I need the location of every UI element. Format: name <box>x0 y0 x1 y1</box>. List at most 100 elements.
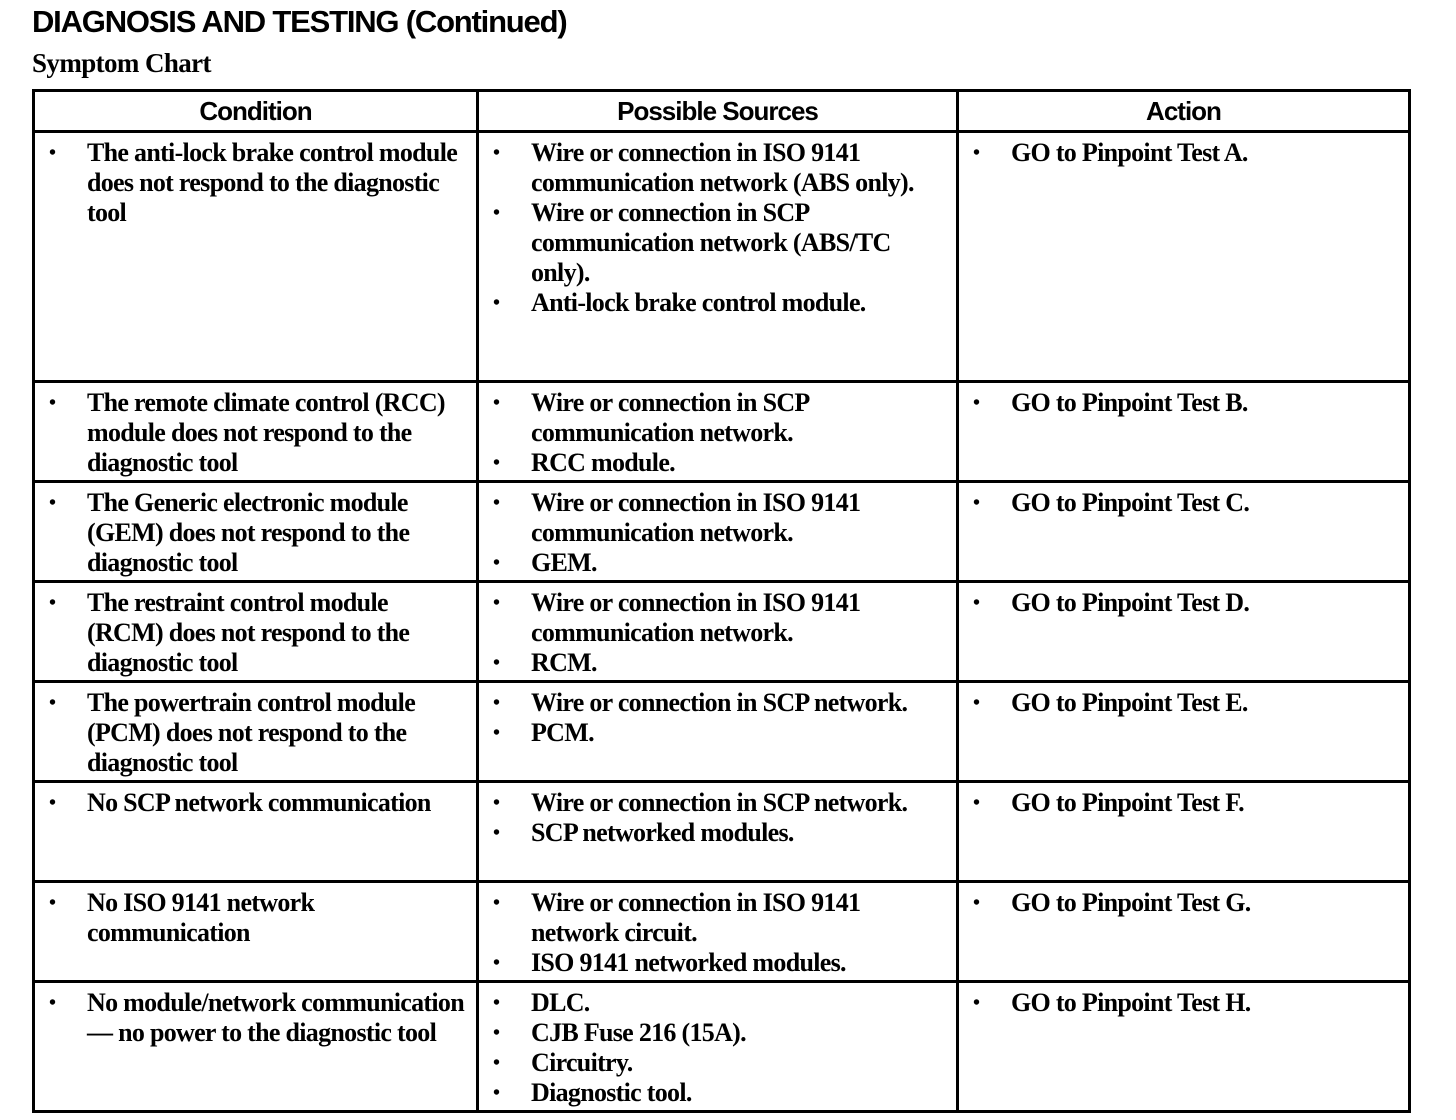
table-row: • The Generic electronic module (GEM) doe… <box>32 480 1411 583</box>
bullet-icon: • <box>973 392 980 414</box>
condition-cell: • The restraint control module (RCM) does… <box>32 580 479 683</box>
item-text: GO to Pinpoint Test G. <box>1011 888 1251 917</box>
bullet-icon: • <box>493 1022 500 1044</box>
possible-sources-cell: • Wire or connection in ISO 9141 communic… <box>476 130 959 383</box>
column-header-possible-sources: Possible Sources <box>476 89 959 133</box>
action-cell: • GO to Pinpoint Test D. <box>956 580 1411 683</box>
table-row: • The restraint control module (RCM) does… <box>32 580 1411 683</box>
list-item: • GO to Pinpoint Test A. <box>959 138 1400 168</box>
page-title: DIAGNOSIS AND TESTING (Continued) <box>32 4 568 39</box>
list-item: • Circuitry. <box>479 1048 948 1078</box>
table-row: • The anti-lock brake control module does… <box>32 130 1411 383</box>
possible-sources-cell: • Wire or connection in SCP communication… <box>476 380 959 483</box>
bullet-icon: • <box>49 692 56 714</box>
bullet-icon: • <box>49 392 56 414</box>
list-item: • Wire or connection in SCP communication… <box>479 388 948 448</box>
item-text: GEM. <box>531 548 598 577</box>
bullet-icon: • <box>493 202 500 224</box>
bullet-icon: • <box>49 892 56 914</box>
item-text: Wire or connection in ISO 9141 communica… <box>531 588 861 647</box>
action-cell: • GO to Pinpoint Test C. <box>956 480 1411 583</box>
list-item: • GO to Pinpoint Test E. <box>959 688 1400 718</box>
list-item: • Wire or connection in ISO 9141 communic… <box>479 588 948 648</box>
possible-sources-cell: • Wire or connection in SCP network. • SCP … <box>476 780 959 883</box>
list-item: • Wire or connection in ISO 9141 communic… <box>479 488 948 548</box>
possible-sources-cell: • Wire or connection in SCP network. • PCM. <box>476 680 959 783</box>
bullet-icon: • <box>493 822 500 844</box>
list-item: • SCP networked modules. <box>479 818 948 848</box>
table-row: • No SCP network communication • Wire or co… <box>32 780 1411 883</box>
list-item: • Anti-lock brake control module. <box>479 288 948 318</box>
section-subtitle: Symptom Chart <box>32 48 212 78</box>
list-item: • GO to Pinpoint Test C. <box>959 488 1400 518</box>
table-row: • No module/network communication — no po… <box>32 980 1411 1113</box>
bullet-icon: • <box>493 992 500 1014</box>
table-row: • The remote climate control (RCC) module… <box>32 380 1411 483</box>
bullet-icon: • <box>493 1082 500 1104</box>
table-header-row: Condition Possible Sources Action <box>32 89 1411 133</box>
action-cell: • GO to Pinpoint Test E. <box>956 680 1411 783</box>
list-item: • Wire or connection in SCP network. <box>479 788 948 818</box>
bullet-icon: • <box>493 792 500 814</box>
bullet-icon: • <box>973 892 980 914</box>
item-text: GO to Pinpoint Test D. <box>1011 588 1250 617</box>
bullet-icon: • <box>49 792 56 814</box>
bullet-icon: • <box>49 592 56 614</box>
list-item: • The Generic electronic module (GEM) doe… <box>35 488 468 578</box>
item-text: Wire or connection in SCP network. <box>531 688 908 717</box>
bullet-icon: • <box>973 142 980 164</box>
action-cell: • GO to Pinpoint Test F. <box>956 780 1411 883</box>
item-text: The powertrain control module (PCM) does… <box>87 688 416 777</box>
condition-cell: • No SCP network communication <box>32 780 479 883</box>
bullet-icon: • <box>493 552 500 574</box>
condition-cell: • No module/network communication — no po… <box>32 980 479 1113</box>
list-item: • Wire or connection in ISO 9141 network … <box>479 888 948 948</box>
bullet-icon: • <box>493 1052 500 1074</box>
item-text: Circuitry. <box>531 1048 633 1077</box>
item-text: RCM. <box>531 648 597 677</box>
bullet-icon: • <box>49 142 56 164</box>
item-text: GO to Pinpoint Test B. <box>1011 388 1248 417</box>
item-text: GO to Pinpoint Test C. <box>1011 488 1250 517</box>
list-item: • ISO 9141 networked modules. <box>479 948 948 978</box>
item-text: The remote climate control (RCC) module … <box>87 388 446 477</box>
bullet-icon: • <box>49 992 56 1014</box>
item-text: RCC module. <box>531 448 676 477</box>
item-text: PCM. <box>531 718 595 747</box>
item-text: Diagnostic tool. <box>531 1078 692 1107</box>
list-item: • Diagnostic tool. <box>479 1078 948 1108</box>
possible-sources-cell: • Wire or connection in ISO 9141 network … <box>476 880 959 983</box>
item-text: CJB Fuse 216 (15A). <box>531 1018 747 1047</box>
bullet-icon: • <box>493 592 500 614</box>
list-item: • Wire or connection in SCP communication… <box>479 198 948 288</box>
bullet-icon: • <box>973 592 980 614</box>
item-text: ISO 9141 networked modules. <box>531 948 846 977</box>
bullet-icon: • <box>493 452 500 474</box>
list-item: • No SCP network communication <box>35 788 468 818</box>
list-item: • CJB Fuse 216 (15A). <box>479 1018 948 1048</box>
bullet-icon: • <box>493 722 500 744</box>
bullet-icon: • <box>493 652 500 674</box>
item-text: Wire or connection in ISO 9141 communica… <box>531 138 914 197</box>
bullet-icon: • <box>493 952 500 974</box>
list-item: • GEM. <box>479 548 948 578</box>
item-text: Wire or connection in ISO 9141 network c… <box>531 888 861 947</box>
item-text: GO to Pinpoint Test A. <box>1011 138 1248 167</box>
item-text: No ISO 9141 network communication <box>87 888 315 947</box>
action-cell: • GO to Pinpoint Test H. <box>956 980 1411 1113</box>
bullet-icon: • <box>973 492 980 514</box>
item-text: Wire or connection in ISO 9141 communica… <box>531 488 861 547</box>
list-item: • The powertrain control module (PCM) doe… <box>35 688 468 778</box>
possible-sources-cell: • DLC. • CJB Fuse 216 (15A). • Circuitry. • Dia… <box>476 980 959 1113</box>
list-item: • GO to Pinpoint Test D. <box>959 588 1400 618</box>
bullet-icon: • <box>973 692 980 714</box>
bullet-icon: • <box>973 992 980 1014</box>
table-row: • The powertrain control module (PCM) doe… <box>32 680 1411 783</box>
condition-cell: • The anti-lock brake control module does… <box>32 130 479 383</box>
table-row: • No ISO 9141 network communication • Wire … <box>32 880 1411 983</box>
action-cell: • GO to Pinpoint Test A. <box>956 130 1411 383</box>
condition-cell: • The powertrain control module (PCM) doe… <box>32 680 479 783</box>
action-cell: • GO to Pinpoint Test G. <box>956 880 1411 983</box>
possible-sources-cell: • Wire or connection in ISO 9141 communic… <box>476 580 959 683</box>
item-text: The Generic electronic module (GEM) does… <box>87 488 410 577</box>
